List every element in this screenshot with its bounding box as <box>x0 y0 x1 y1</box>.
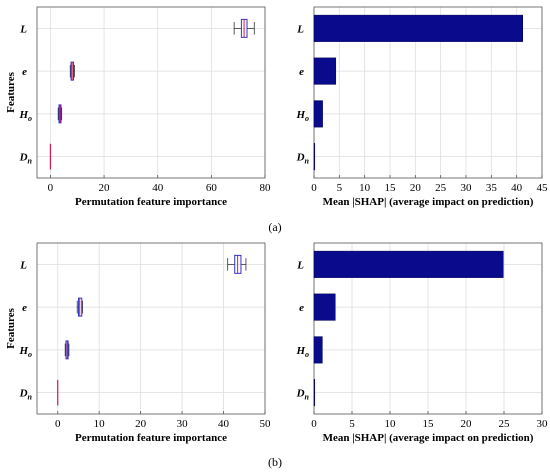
bar-ho <box>313 336 323 364</box>
x-tick-label: 30 <box>537 418 549 430</box>
x-tick-label: 45 <box>537 182 549 194</box>
bar-e <box>313 57 337 85</box>
panel-label-b: (b) <box>268 455 282 469</box>
x-tick-label: 30 <box>177 418 189 430</box>
permutation-importance-chart-b: 0 10 20 30 40 50 Permutation feature importanc… <box>5 242 272 444</box>
x-tick-label: 5 <box>349 418 355 430</box>
feature-label-e: e <box>22 66 27 78</box>
x-tick-label: 5 <box>337 182 343 194</box>
x-axis-label: Permutation feature importance <box>75 432 227 444</box>
x-tick-label: 0 <box>55 418 61 430</box>
feature-label-l: L <box>19 23 27 35</box>
x-axis-label: Mean |SHAP| (average impact on predictio… <box>323 196 534 208</box>
x-tick-label: 10 <box>359 182 371 194</box>
feature-label-l: L <box>296 259 304 271</box>
feature-label-l: L <box>19 259 27 271</box>
y-axis-label: Features <box>5 307 17 348</box>
x-tick-label: 35 <box>486 182 498 194</box>
plot-frame <box>313 6 543 179</box>
feature-label-e: e <box>299 302 304 314</box>
x-tick-label: 20 <box>410 182 422 194</box>
x-tick-label: 15 <box>385 182 397 194</box>
x-axis-label: Permutation feature importance <box>75 196 227 208</box>
x-tick-label: 40 <box>218 418 230 430</box>
bar-dn <box>313 379 316 407</box>
x-axis-label: Mean |SHAP| (average impact on predictio… <box>323 432 534 444</box>
x-tick-label: 10 <box>385 418 397 430</box>
x-tick-label: 25 <box>435 182 447 194</box>
x-tick-label: 60 <box>206 182 218 194</box>
x-tick-label: 20 <box>99 182 111 194</box>
feature-label-ho: Ho <box>295 345 309 359</box>
feature-label-dn: Dn <box>296 388 310 402</box>
x-tick-label: 10 <box>94 418 106 430</box>
x-tick-label: 20 <box>135 418 147 430</box>
x-tick-label: 30 <box>461 182 473 194</box>
y-axis-label: Features <box>5 71 17 112</box>
bar-e <box>313 293 336 321</box>
x-tick-label: 40 <box>152 182 164 194</box>
plot-frame <box>36 6 266 179</box>
x-tick-label: 0 <box>311 418 317 430</box>
x-tick-label: 15 <box>423 418 435 430</box>
feature-label-l: L <box>296 23 304 35</box>
feature-label-e: e <box>299 66 304 78</box>
feature-label-dn: Dn <box>19 152 33 166</box>
bar-dn <box>313 143 316 171</box>
x-tick-label: 25 <box>499 418 511 430</box>
feature-label-ho: Ho <box>18 345 32 359</box>
x-tick-label: 20 <box>461 418 473 430</box>
panel-label-a: (a) <box>268 220 281 234</box>
permutation-importance-chart-a: 0 20 40 60 80 Permutation feature importance F… <box>5 6 272 208</box>
x-tick-label: 80 <box>260 182 272 194</box>
bar-l <box>313 14 523 42</box>
x-tick-label: 50 <box>260 418 272 430</box>
feature-label-ho: Ho <box>18 109 32 123</box>
bar-l <box>313 250 504 278</box>
bar-ho <box>313 100 323 128</box>
feature-label-ho: Ho <box>295 109 309 123</box>
plot-frame <box>36 242 266 415</box>
x-tick-label: 0 <box>311 182 317 194</box>
feature-label-e: e <box>22 302 27 314</box>
feature-label-dn: Dn <box>19 388 33 402</box>
feature-label-dn: Dn <box>296 152 310 166</box>
x-tick-label: 40 <box>511 182 523 194</box>
x-tick-label: 0 <box>48 182 54 194</box>
